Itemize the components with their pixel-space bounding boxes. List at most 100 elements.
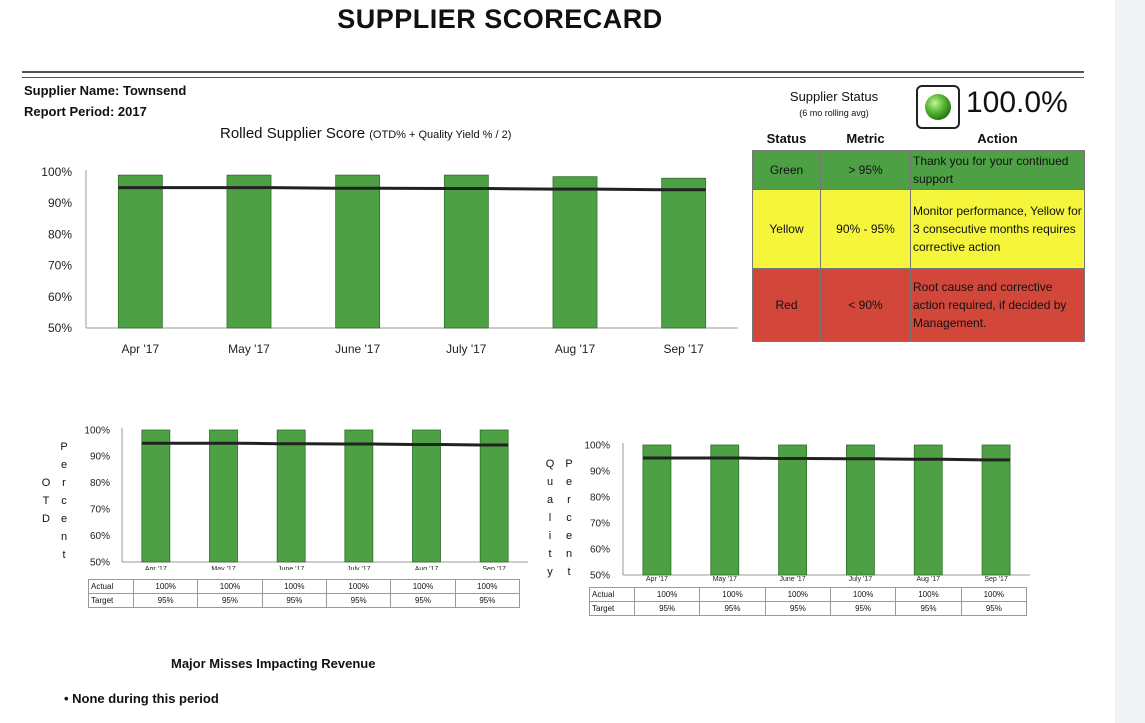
legend-status-red: Red xyxy=(752,268,821,342)
y-tick-label: 90% xyxy=(590,466,610,477)
target-line xyxy=(141,441,509,447)
x-tick-label: Apr '17 xyxy=(122,342,160,356)
table-cell: 100% xyxy=(633,587,701,602)
y-tick-label: 60% xyxy=(48,290,72,304)
header-rule-top xyxy=(22,71,1084,73)
y-tick-label: 100% xyxy=(41,165,72,179)
x-tick-label: Aug '17 xyxy=(415,566,439,570)
legend-metric-green: > 95% xyxy=(820,150,911,190)
axis-label-letter: e xyxy=(565,476,573,488)
y-tick-label: 100% xyxy=(584,440,610,451)
y-tick-label: 70% xyxy=(590,518,610,529)
status-value: 100.0% xyxy=(966,86,1068,119)
y-tick-label: 80% xyxy=(48,227,72,241)
x-tick-label: May '17 xyxy=(713,576,737,583)
axis-label-letter: c xyxy=(61,495,67,507)
bar xyxy=(276,429,306,563)
bar xyxy=(335,174,381,329)
y-tick-label: 100% xyxy=(84,425,110,436)
axis-label-letter: e xyxy=(565,530,573,542)
header-rule-bottom xyxy=(22,77,1084,78)
supplier-name: Supplier Name: Townsend xyxy=(24,83,187,98)
table-row-label: Actual xyxy=(589,587,635,602)
x-tick-label: Sep '17 xyxy=(664,342,705,356)
table-row: Actual 100% 100% 100% 100% 100% 100% xyxy=(589,587,1028,602)
x-tick-label: July '17 xyxy=(849,576,873,583)
y-tick-label: 90% xyxy=(48,196,72,210)
x-tick-label: May '17 xyxy=(228,342,270,356)
bar xyxy=(846,444,875,576)
bar xyxy=(479,429,509,563)
report-period: Report Period: 2017 xyxy=(24,104,147,119)
y-tick-label: 70% xyxy=(90,505,110,516)
x-tick-label: July '17 xyxy=(446,342,487,356)
table-cell: 95% xyxy=(895,601,962,616)
x-tick-label: June '17 xyxy=(335,342,380,356)
x-tick-label: Apr '17 xyxy=(145,566,167,570)
status-sublabel: (6 mo rolling avg) xyxy=(799,108,869,118)
axis-label-letter: c xyxy=(566,512,572,524)
table-row-label: Target xyxy=(589,601,635,616)
table-cell: 95% xyxy=(764,601,831,616)
axis-label-letter: r xyxy=(62,477,66,489)
axis-label-letter: t xyxy=(62,549,66,561)
axis-label-letter: P xyxy=(565,458,573,470)
otd-chart: 50% 60% 70% 80% 90% 100% Apr '17 May '17 June '1… xyxy=(84,425,528,570)
otd-table: Actual 100% 100% 100% 100% 100% 100% Target 95% 9… xyxy=(88,579,521,608)
table-row-label: Target xyxy=(88,593,134,608)
x-tick-label: Aug '17 xyxy=(916,576,940,583)
bar xyxy=(344,429,374,563)
table-cell: 100% xyxy=(261,579,327,594)
axis-label-letter: y xyxy=(547,566,553,578)
legend-action-green: Thank you for your continued support xyxy=(910,150,1085,190)
table-cell: 100% xyxy=(895,587,962,602)
legend-metric-yellow: 90% - 95% xyxy=(820,189,911,269)
x-tick-label: July '17 xyxy=(347,566,371,570)
y-tick-label: 90% xyxy=(90,452,110,463)
misses-title: Major Misses Impacting Revenue xyxy=(171,656,376,671)
bar xyxy=(412,429,441,563)
bar xyxy=(981,444,1011,576)
table-cell: 95% xyxy=(132,593,199,608)
y-tick-label: 80% xyxy=(590,492,610,503)
table-cell: 100% xyxy=(829,587,897,602)
x-tick-label: June '17 xyxy=(278,566,304,570)
legend-header-action: Action xyxy=(977,131,1018,146)
axis-label-letter: e xyxy=(60,513,68,525)
axis-label-letter: T xyxy=(42,495,50,507)
page-title: SUPPLIER SCORECARD xyxy=(337,4,663,34)
table-cell: 100% xyxy=(764,587,831,602)
bar xyxy=(913,444,943,576)
x-tick-label: Apr '17 xyxy=(646,576,668,583)
table-cell: 100% xyxy=(390,579,456,594)
page-margin xyxy=(1115,0,1145,723)
axis-label-letter: r xyxy=(567,494,571,506)
table-cell: 100% xyxy=(325,579,392,594)
y-tick-label: 70% xyxy=(48,259,72,273)
status-label: Supplier Status xyxy=(789,89,879,104)
table-cell: 95% xyxy=(699,601,766,616)
legend-metric-red: < 90% xyxy=(820,268,911,342)
main-chart-title: Rolled Supplier Score (OTD% + Quality Yi… xyxy=(220,125,512,142)
bar xyxy=(642,444,672,576)
table-cell: 95% xyxy=(829,601,897,616)
y-tick-label: 50% xyxy=(590,570,610,581)
bar xyxy=(661,177,707,329)
axis-label-letter: n xyxy=(565,548,573,560)
table-row: Target 95% 95% 95% 95% 95% 95% xyxy=(589,601,1028,616)
status-legend-table: Status Metric Action Green > 95% Thank y… xyxy=(752,131,1085,342)
legend-action-yellow: Monitor performance, Yellow for 3 consec… xyxy=(910,189,1085,269)
legend-action-red: Root cause and corrective action require… xyxy=(910,268,1085,342)
axis-label-letter: l xyxy=(548,512,552,524)
y-tick-label: 60% xyxy=(590,544,610,555)
x-tick-label: June '17 xyxy=(779,576,805,583)
y-tick-label: 60% xyxy=(90,531,110,542)
y-tick-label: 50% xyxy=(48,321,72,335)
bar xyxy=(778,444,807,576)
axis-label-letter: e xyxy=(60,459,68,471)
axis-label-letter: t xyxy=(567,566,571,578)
bar xyxy=(710,444,740,576)
